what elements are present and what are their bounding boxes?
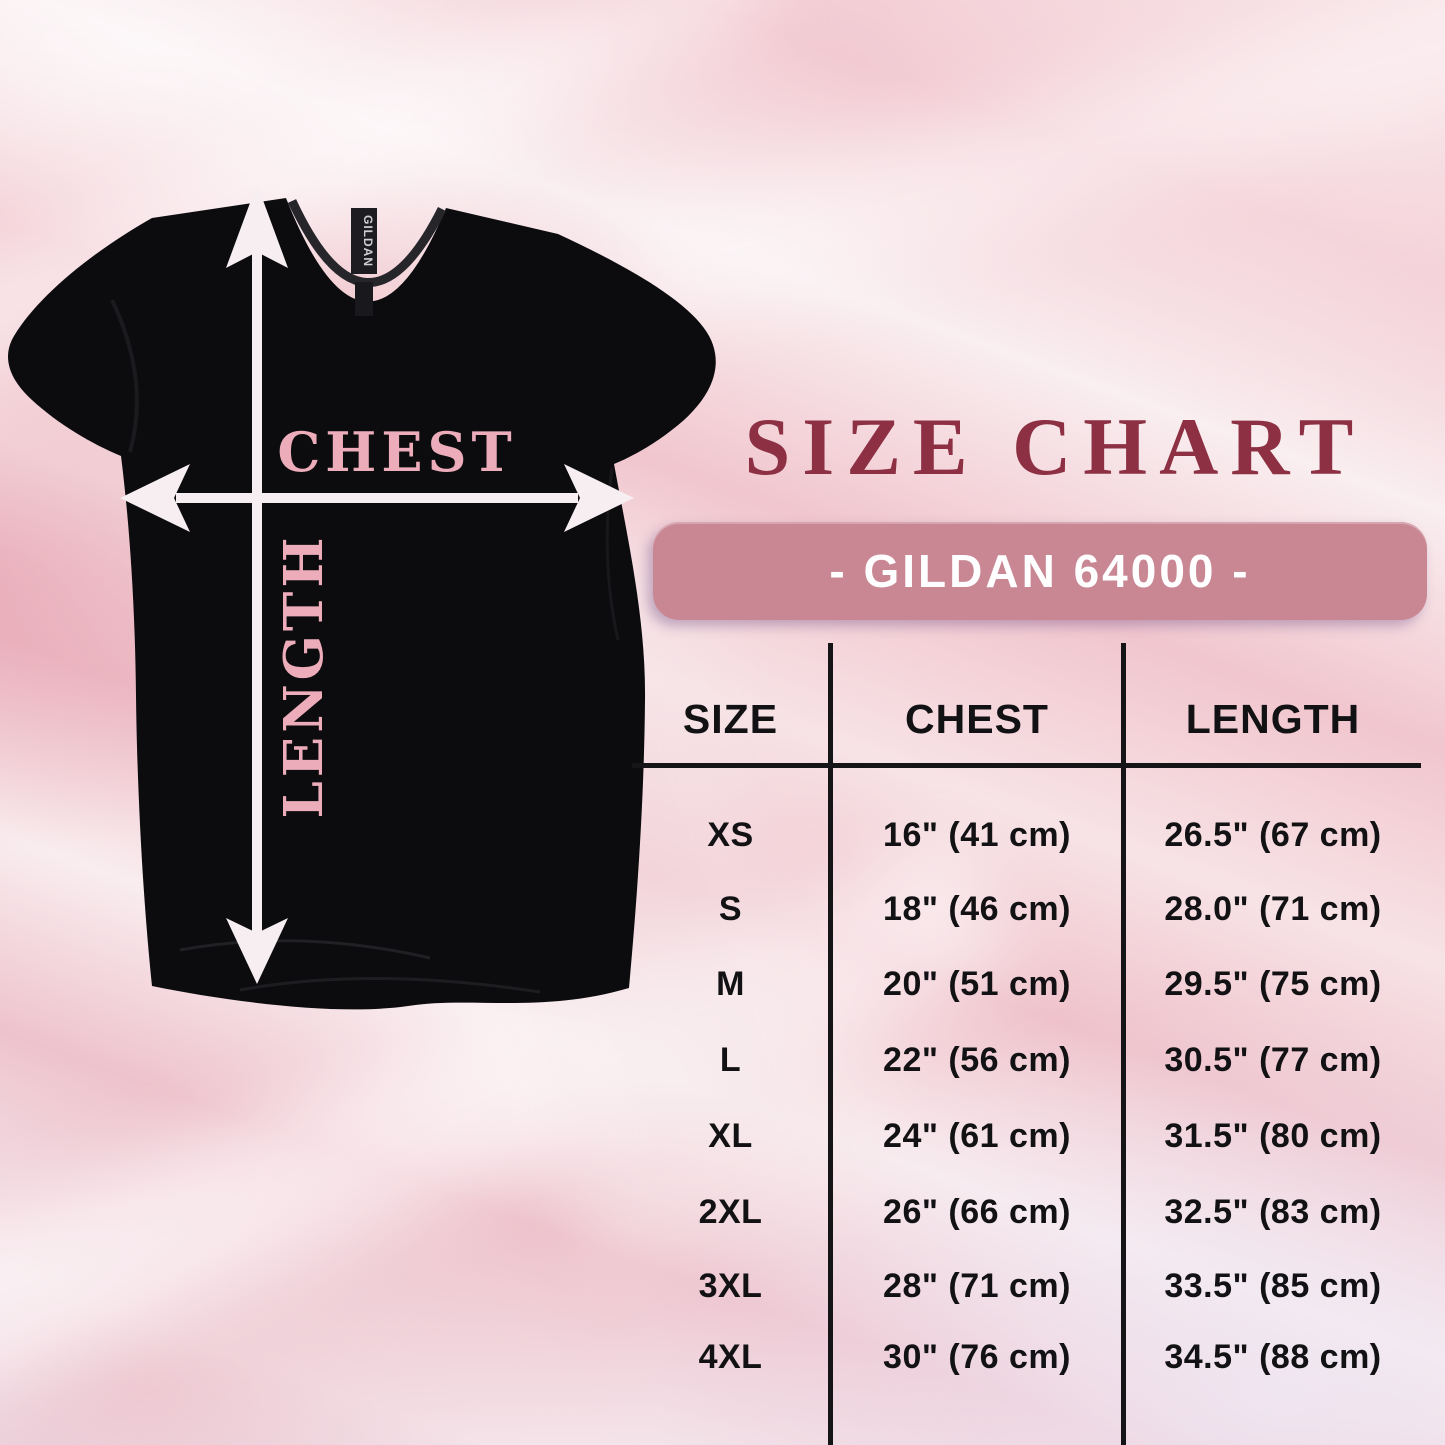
size-cell: S bbox=[718, 890, 743, 928]
care-label bbox=[355, 282, 373, 316]
col-header-chest: CHEST bbox=[905, 696, 1049, 742]
col-header-length: LENGTH bbox=[1185, 696, 1361, 742]
chest-arrow bbox=[120, 464, 634, 532]
chest-cell: 24" (61 cm) bbox=[883, 1117, 1071, 1155]
size-cell: M bbox=[716, 965, 745, 1003]
chest-cell: 18" (46 cm) bbox=[883, 890, 1071, 928]
table-row: S 18" (46 cm) 28.0" (71 cm) bbox=[632, 879, 1421, 939]
size-cell: XL bbox=[708, 1117, 753, 1155]
table-row: 3XL 28" (71 cm) 33.5" (85 cm) bbox=[632, 1256, 1421, 1316]
product-banner-label: - GILDAN 64000 - bbox=[829, 545, 1251, 597]
length-cell: 29.5" (75 cm) bbox=[1164, 965, 1382, 1003]
table-header-row: SIZE CHEST LENGTH bbox=[632, 689, 1421, 749]
length-cell: 28.0" (71 cm) bbox=[1164, 890, 1382, 928]
table-row: XS 16" (41 cm) 26.5" (67 cm) bbox=[632, 805, 1421, 865]
table-divider-vertical bbox=[828, 643, 833, 1445]
product-banner: - GILDAN 64000 - bbox=[653, 522, 1427, 620]
size-cell: 2XL bbox=[698, 1193, 763, 1231]
neck-label bbox=[351, 208, 377, 274]
length-arrow bbox=[226, 184, 288, 984]
chest-cell: 26" (66 cm) bbox=[883, 1193, 1071, 1231]
length-cell: 30.5" (77 cm) bbox=[1164, 1041, 1382, 1079]
wrinkle-line bbox=[179, 939, 431, 960]
size-cell: 4XL bbox=[698, 1338, 763, 1376]
length-cell: 32.5" (83 cm) bbox=[1164, 1193, 1382, 1231]
table-row: 2XL 26" (66 cm) 32.5" (83 cm) bbox=[632, 1182, 1421, 1242]
page-title: SIZE CHART bbox=[744, 401, 1366, 492]
neck-label-text: GILDAN bbox=[361, 215, 375, 267]
size-cell: XS bbox=[707, 816, 754, 854]
chest-cell: 30" (76 cm) bbox=[883, 1338, 1071, 1376]
length-cell: 33.5" (85 cm) bbox=[1164, 1267, 1382, 1305]
chest-cell: 16" (41 cm) bbox=[883, 816, 1071, 854]
wrinkle-line bbox=[110, 299, 139, 453]
table-divider-horizontal bbox=[632, 763, 1421, 768]
length-cell: 34.5" (88 cm) bbox=[1164, 1338, 1382, 1376]
table-row: L 22" (56 cm) 30.5" (77 cm) bbox=[632, 1030, 1421, 1090]
size-cell: L bbox=[719, 1041, 742, 1079]
size-cell: 3XL bbox=[698, 1267, 763, 1305]
length-measure-label: LENGTH bbox=[273, 534, 335, 819]
table-divider-vertical bbox=[1121, 643, 1126, 1445]
chest-cell: 28" (71 cm) bbox=[883, 1267, 1071, 1305]
length-cell: 26.5" (67 cm) bbox=[1164, 816, 1382, 854]
chest-cell: 22" (56 cm) bbox=[883, 1041, 1071, 1079]
length-cell: 31.5" (80 cm) bbox=[1164, 1117, 1382, 1155]
tshirt-silhouette bbox=[8, 198, 716, 1010]
table-row: XL 24" (61 cm) 31.5" (80 cm) bbox=[632, 1106, 1421, 1166]
table-row: M 20" (51 cm) 29.5" (75 cm) bbox=[632, 954, 1421, 1014]
col-header-size: SIZE bbox=[682, 696, 779, 742]
chest-measure-label: CHEST bbox=[277, 420, 516, 484]
table-row: 4XL 30" (76 cm) 34.5" (88 cm) bbox=[632, 1327, 1421, 1387]
size-table: SIZE CHEST LENGTH XS 16" (41 cm) 26.5" (… bbox=[632, 643, 1421, 1445]
wrinkle-line bbox=[239, 977, 541, 994]
chest-cell: 20" (51 cm) bbox=[883, 965, 1071, 1003]
